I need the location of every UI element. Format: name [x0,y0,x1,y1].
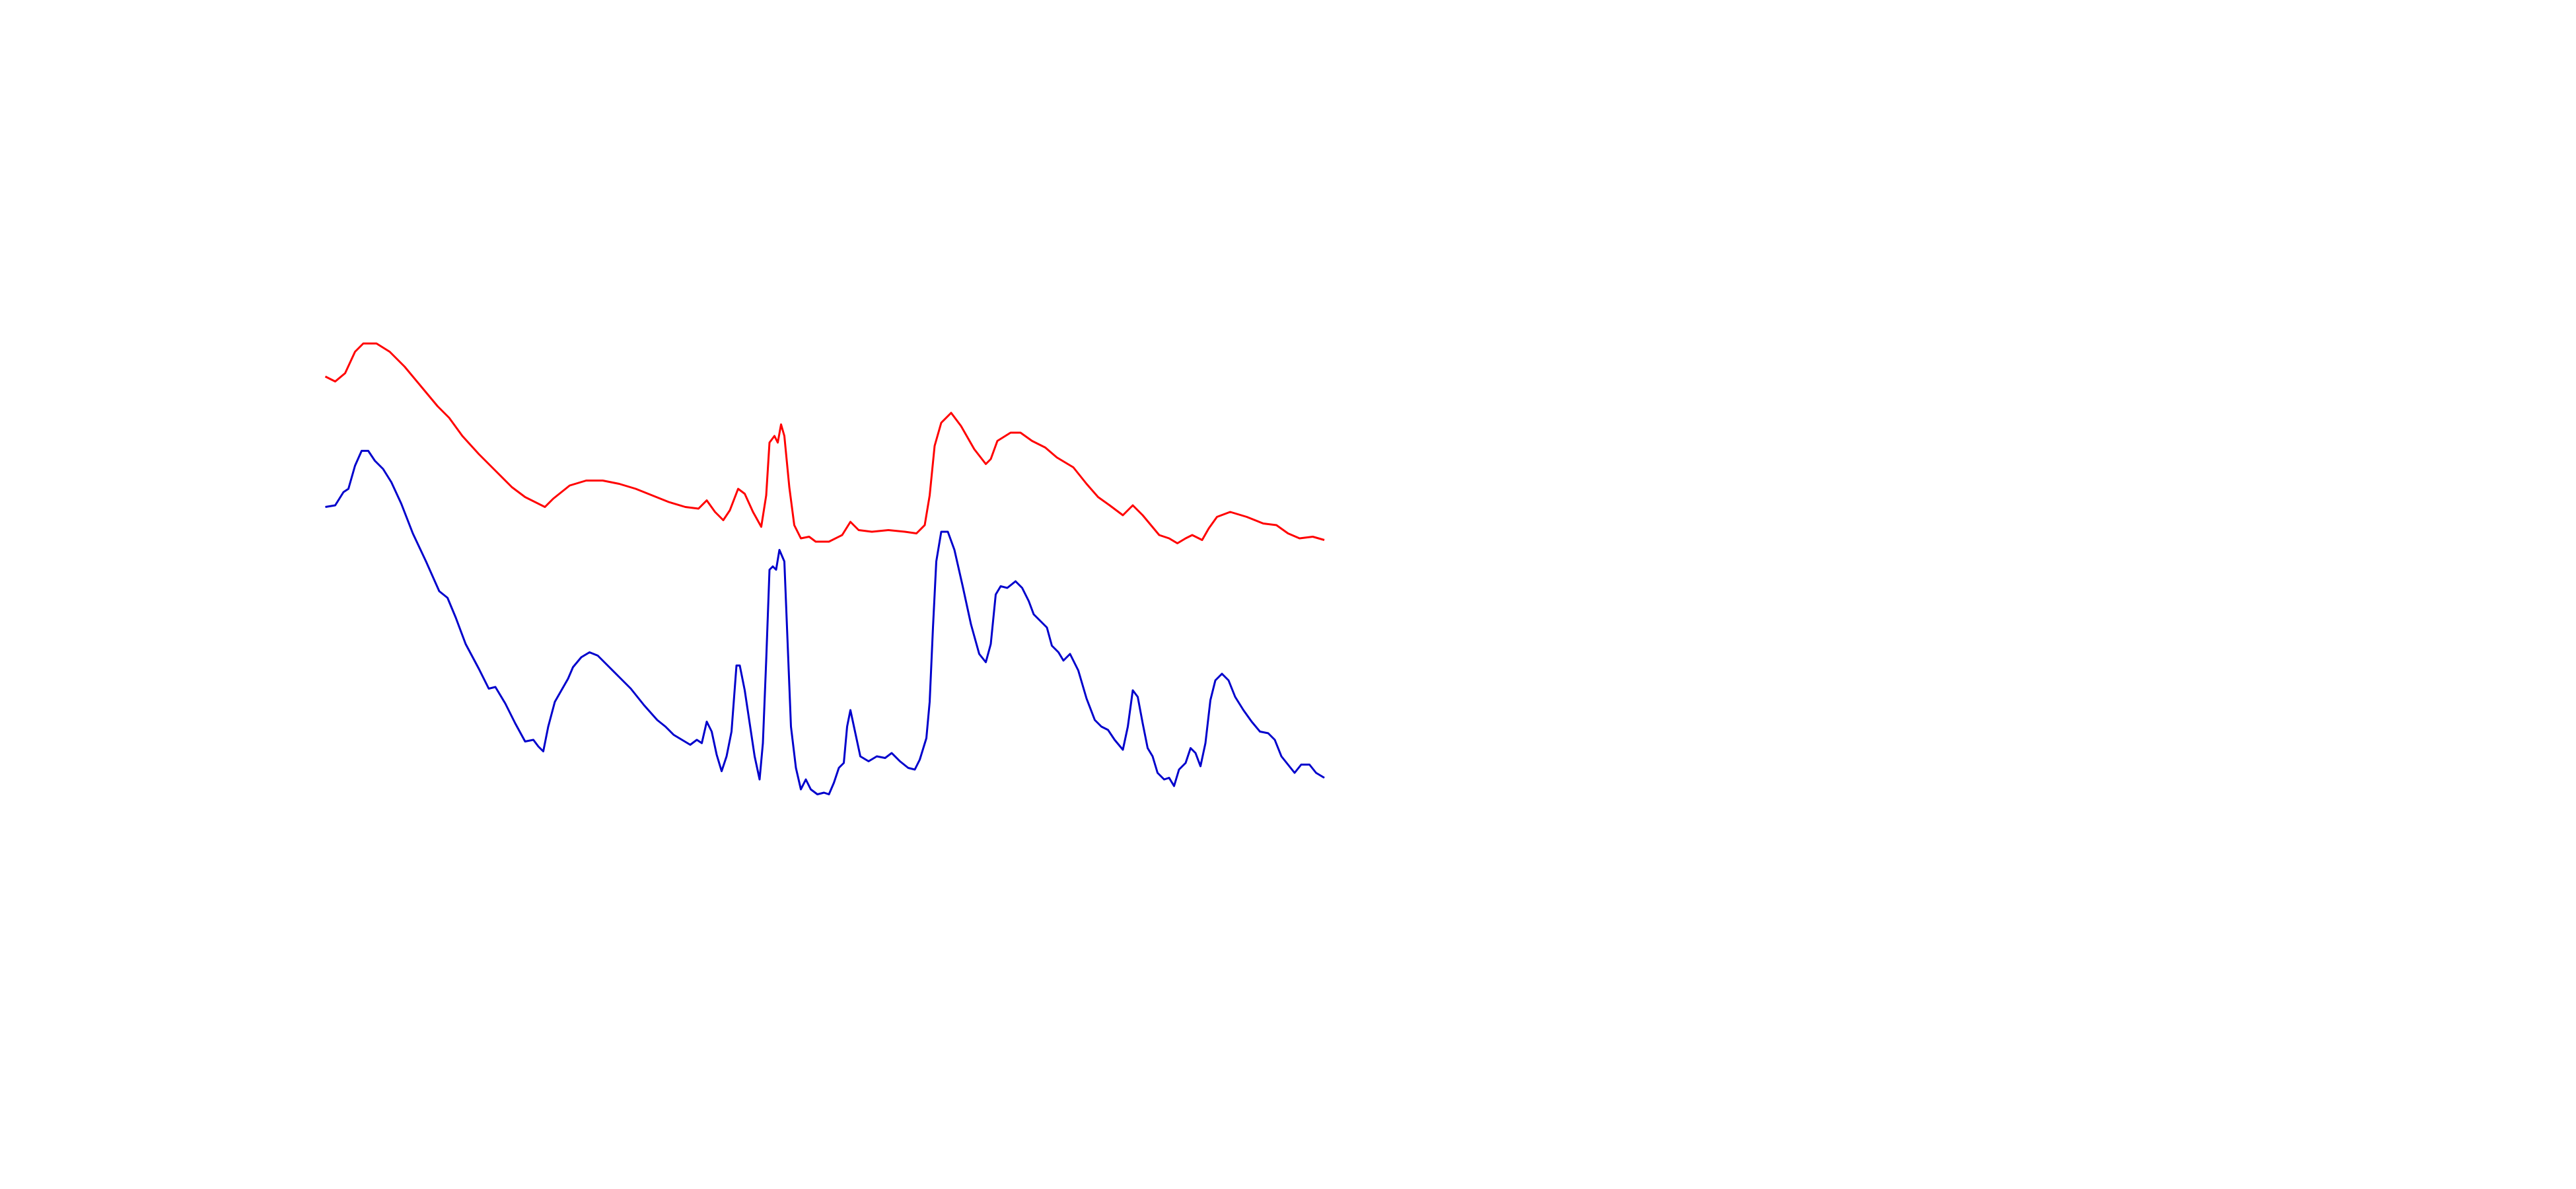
line [324,342,1325,544]
line [325,450,1325,795]
